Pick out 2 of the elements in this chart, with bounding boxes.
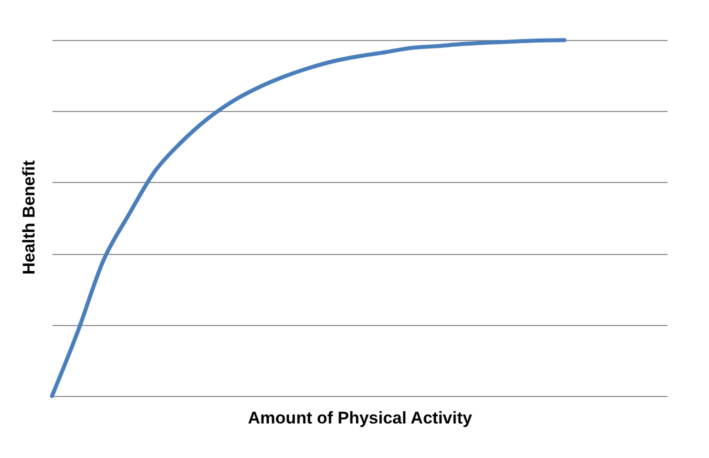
- y-axis-title: Health Benefit: [20, 160, 38, 275]
- x-axis-title: Amount of Physical Activity: [248, 408, 473, 428]
